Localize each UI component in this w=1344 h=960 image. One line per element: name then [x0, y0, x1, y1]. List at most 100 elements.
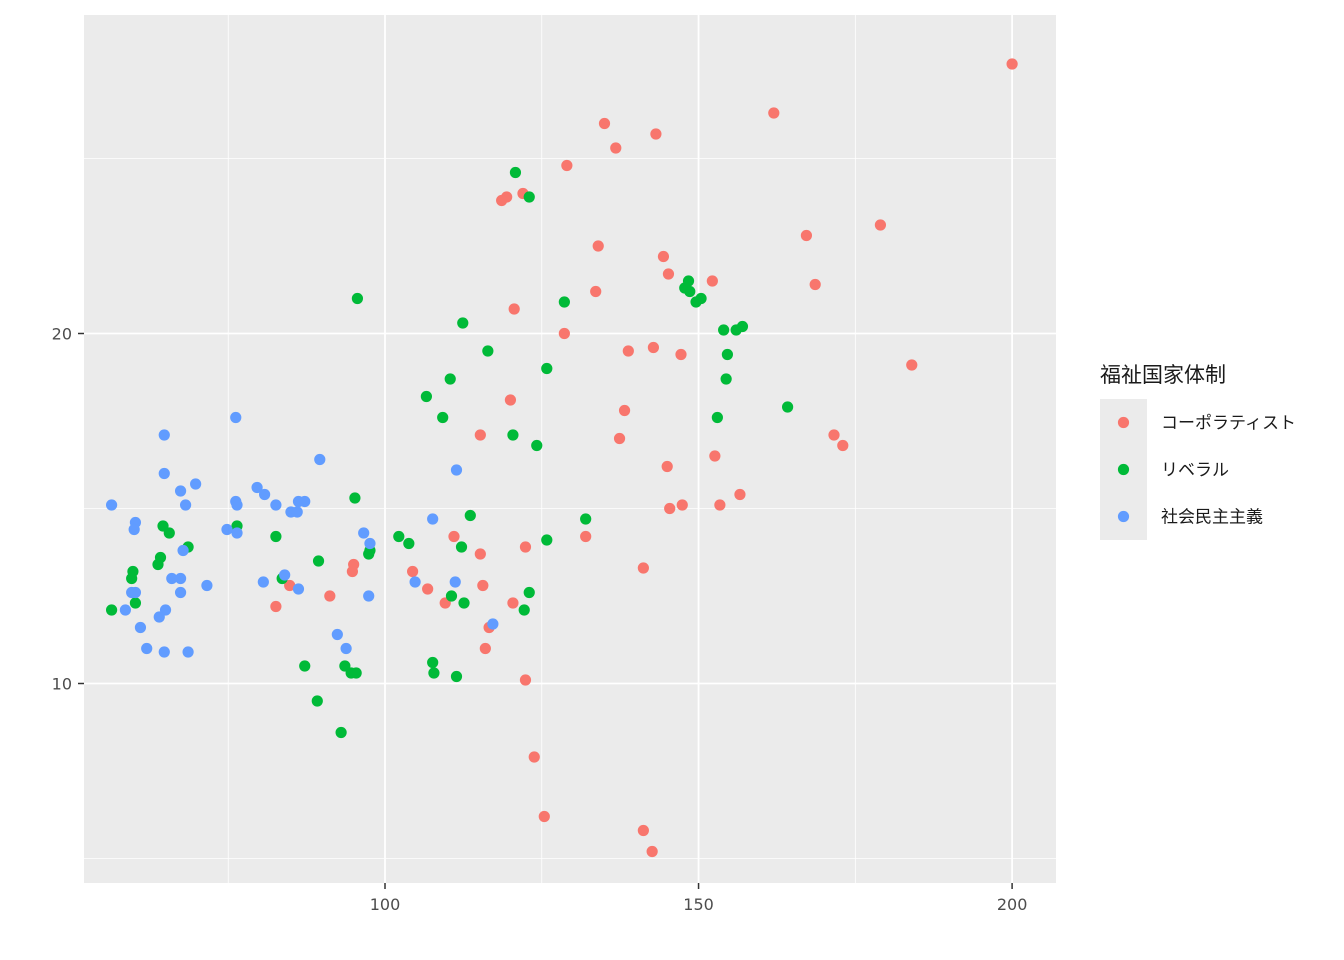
data-point — [561, 159, 573, 172]
x-axis: 100 150 200 — [370, 883, 1027, 914]
data-point — [312, 555, 325, 567]
data-point — [340, 642, 352, 655]
data-point — [105, 499, 118, 511]
data-point — [541, 362, 553, 375]
data-point — [284, 579, 296, 592]
data-point — [458, 597, 470, 609]
data-point — [662, 268, 675, 280]
data-point — [324, 590, 336, 602]
y-tick-label: 20 — [52, 325, 72, 344]
data-point — [558, 296, 570, 308]
data-point — [531, 439, 543, 452]
data-point — [837, 439, 849, 452]
data-point — [335, 726, 347, 739]
data-point — [129, 597, 142, 609]
data-point — [519, 674, 532, 686]
data-point — [479, 642, 491, 655]
data-point — [177, 544, 189, 557]
data-point — [311, 695, 323, 707]
data-point — [231, 499, 243, 511]
data-point — [299, 660, 311, 672]
data-point — [299, 495, 311, 508]
data-point — [657, 250, 670, 263]
data-point — [592, 240, 604, 252]
data-point — [406, 565, 419, 578]
legend-key-dot — [1117, 510, 1130, 523]
data-point — [179, 499, 192, 511]
data-point — [141, 642, 153, 655]
data-point — [906, 359, 918, 371]
data-point — [558, 327, 570, 340]
data-point — [445, 590, 458, 602]
data-point — [580, 530, 592, 543]
data-point — [618, 404, 631, 417]
data-point — [363, 590, 375, 602]
data-point — [126, 572, 138, 585]
data-point — [647, 341, 660, 354]
data-point — [684, 285, 696, 298]
data-point — [119, 604, 131, 616]
data-point — [676, 499, 688, 511]
data-point — [129, 586, 142, 599]
data-point — [259, 488, 271, 501]
data-point — [291, 506, 303, 518]
legend-key-dot — [1117, 463, 1130, 476]
data-point — [363, 548, 375, 560]
data-point — [221, 523, 233, 536]
data-point — [664, 502, 676, 515]
data-point — [518, 604, 530, 616]
data-point — [734, 488, 746, 501]
data-point — [504, 394, 517, 406]
data-point — [508, 303, 520, 315]
major-gridlines — [84, 15, 1056, 883]
legend-label: リベラル — [1161, 461, 1229, 481]
data-point — [809, 278, 821, 291]
minor-gridlines — [84, 15, 1056, 883]
data-point — [428, 667, 440, 679]
data-point — [661, 460, 673, 473]
data-point — [448, 530, 460, 543]
data-point — [690, 296, 702, 308]
data-point — [166, 572, 178, 585]
data-point — [709, 450, 721, 462]
data-point — [711, 411, 723, 424]
data-point — [874, 219, 887, 231]
data-point — [541, 534, 553, 546]
data-point — [427, 656, 439, 669]
data-point — [270, 600, 282, 613]
data-point — [736, 320, 749, 333]
data-point — [580, 513, 592, 525]
data-point — [158, 467, 170, 480]
data-point — [650, 128, 662, 140]
data-point — [718, 324, 730, 336]
data-point — [403, 537, 415, 550]
data-point — [768, 107, 780, 119]
data-point — [721, 348, 734, 361]
data-point — [182, 646, 194, 658]
data-point — [437, 411, 449, 424]
data-point — [128, 523, 140, 536]
data-point — [477, 579, 489, 592]
data-point — [427, 513, 439, 525]
data-point — [720, 373, 732, 385]
data-point — [314, 453, 326, 466]
data-point — [163, 527, 175, 539]
data-point — [153, 611, 165, 623]
data-point — [174, 572, 187, 585]
data-point — [174, 586, 187, 599]
legend-key-dot — [1117, 416, 1130, 429]
data-point — [613, 432, 626, 445]
data-point — [706, 275, 718, 287]
data-point — [1006, 58, 1018, 70]
plot-panel — [84, 15, 1056, 883]
legend-title: 福祉国家体制 — [1100, 363, 1226, 387]
data-point — [350, 667, 362, 679]
data-point — [507, 597, 519, 609]
x-tick-label: 100 — [370, 895, 401, 914]
data-point — [444, 373, 456, 385]
data-point — [152, 558, 164, 571]
data-point — [675, 348, 687, 361]
data-point — [134, 621, 147, 634]
